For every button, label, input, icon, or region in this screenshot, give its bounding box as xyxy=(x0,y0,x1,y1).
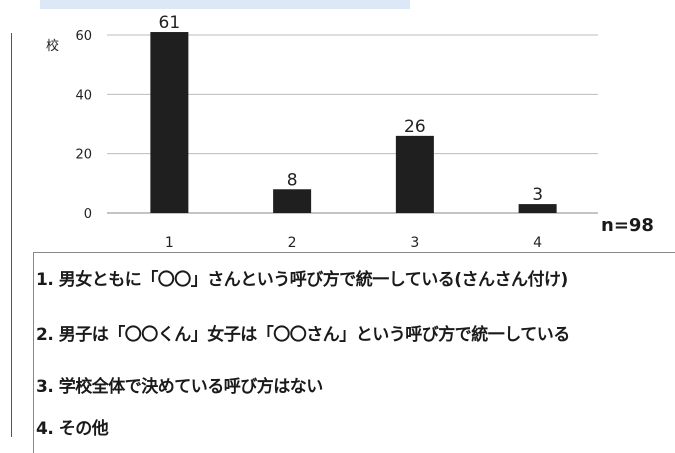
y-tick-label: 40 xyxy=(75,88,92,103)
bar-chart: 0 20 40 60 61 1 8 2 26 3 3 4 校 n=98 xyxy=(46,13,654,251)
grid-lines xyxy=(107,34,598,214)
legend-box xyxy=(33,252,675,453)
y-tick-label: 20 xyxy=(75,148,92,163)
bar-3 xyxy=(395,135,434,213)
left-border-line xyxy=(11,33,12,437)
header-band xyxy=(40,0,410,9)
bar-2 xyxy=(273,189,312,213)
bar-1 xyxy=(150,32,189,214)
x-tick-label-1: 1 xyxy=(165,235,174,251)
legend-item-4: 4. その他 xyxy=(36,419,109,439)
labels: 0 20 40 60 61 1 8 2 26 3 3 4 xyxy=(75,13,543,251)
data-label-4: 3 xyxy=(532,185,543,205)
y-tick-label: 0 xyxy=(84,207,92,222)
legend-item-1: 1. 男女ともに「〇〇」さんという呼び方で統一している(さんさん付け) xyxy=(36,270,568,290)
y-axis-label: 校 xyxy=(46,38,59,54)
data-label-3: 26 xyxy=(404,117,426,137)
data-label-1: 61 xyxy=(159,13,181,33)
legend-item-2: 2. 男子は「〇〇くん」女子は「〇〇さん」という呼び方で統一している xyxy=(36,325,570,345)
x-tick-label-3: 3 xyxy=(410,235,419,251)
data-label-2: 8 xyxy=(287,170,298,190)
x-tick-label-2: 2 xyxy=(288,235,297,251)
x-tick-label-4: 4 xyxy=(533,235,542,251)
y-tick-label: 60 xyxy=(75,29,92,44)
legend-item-3: 3. 学校全体で決めている呼び方はない xyxy=(36,377,323,397)
bar-4 xyxy=(518,204,557,213)
bars xyxy=(150,32,557,214)
sample-size-note: n=98 xyxy=(601,215,654,236)
